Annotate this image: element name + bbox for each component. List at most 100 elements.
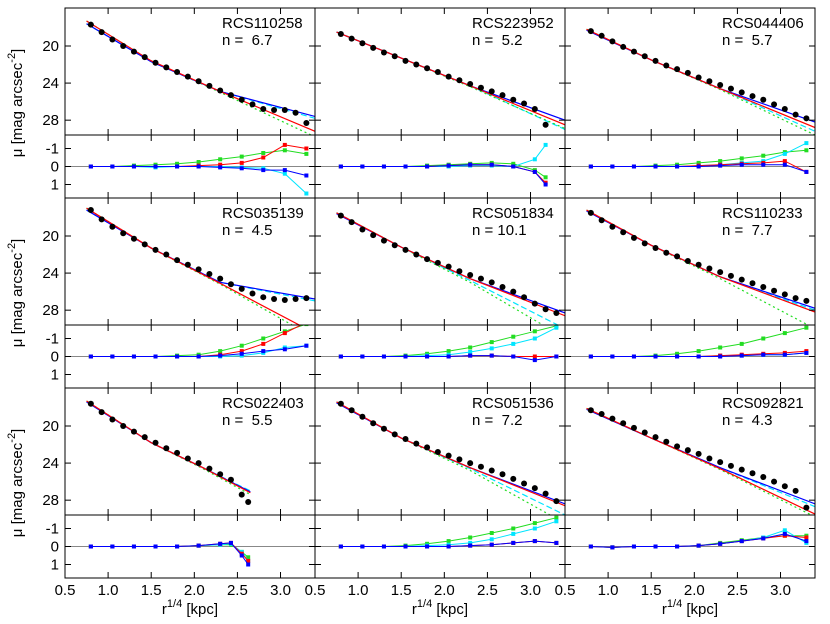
- residual-point: [218, 165, 223, 170]
- residual-point: [718, 541, 723, 546]
- residual-point: [468, 353, 473, 358]
- residual-point: [239, 166, 244, 171]
- residual-point: [782, 528, 787, 533]
- residual-point: [543, 175, 548, 180]
- panel-title: RCS051536: [472, 395, 554, 412]
- residual-point: [804, 535, 809, 540]
- residual-point: [239, 351, 244, 356]
- panel-title: RCS223952: [472, 15, 554, 32]
- data-point: [152, 59, 159, 66]
- residual-point: [489, 353, 494, 358]
- residual-point: [381, 164, 386, 169]
- residual-point: [588, 354, 593, 359]
- residual-point: [468, 543, 473, 548]
- x-axis-label: r1/4 [kpc]: [412, 598, 468, 618]
- data-point: [620, 420, 627, 427]
- data-point: [706, 455, 713, 462]
- residual-point: [425, 354, 430, 359]
- data-point: [521, 294, 528, 301]
- residual-point: [804, 350, 809, 355]
- data-point: [531, 300, 538, 307]
- residual-point: [282, 171, 287, 176]
- data-point: [521, 480, 528, 487]
- residual-point: [532, 329, 537, 334]
- residual-point: [131, 544, 136, 549]
- residual-point: [360, 164, 365, 169]
- x-axis-label-base: r: [662, 601, 667, 618]
- residual-point: [511, 164, 516, 169]
- model-line: [336, 401, 552, 515]
- data-point: [499, 92, 506, 99]
- model-line: [86, 23, 315, 119]
- residual-point: [532, 521, 537, 526]
- residual-line: [90, 325, 306, 357]
- residual-point: [543, 182, 548, 187]
- x-tick-label: 1.5: [641, 582, 662, 599]
- data-point: [249, 101, 256, 108]
- data-point: [749, 280, 756, 287]
- residual-point: [653, 544, 658, 549]
- data-point: [771, 101, 778, 108]
- model-line: [86, 20, 315, 132]
- residual-point: [239, 553, 244, 558]
- data-point: [238, 96, 245, 103]
- residual-point: [88, 354, 93, 359]
- data-point: [292, 109, 299, 116]
- residual-point: [489, 340, 494, 345]
- residual-point: [532, 358, 537, 363]
- data-point: [359, 40, 366, 47]
- data-point: [174, 449, 181, 456]
- model-line: [86, 20, 313, 135]
- data-point: [630, 234, 637, 241]
- data-point: [238, 491, 245, 498]
- residual-point: [261, 341, 266, 346]
- panel-title: RCS044406: [722, 15, 804, 32]
- data-point: [542, 121, 549, 128]
- residual-point: [425, 164, 430, 169]
- y-axis-label-rest: ]: [9, 429, 26, 433]
- residual-point: [360, 354, 365, 359]
- residual-line: [90, 542, 249, 565]
- residual-point: [261, 151, 266, 155]
- model-line: [586, 209, 810, 325]
- residual-point: [610, 164, 615, 169]
- residual-point: [675, 351, 680, 356]
- residual-point: [554, 540, 559, 545]
- data-point: [380, 49, 387, 56]
- model-line: [336, 212, 560, 325]
- data-point: [488, 467, 495, 474]
- data-point: [141, 434, 148, 441]
- panel-title: RCS110233: [722, 205, 803, 222]
- panel-subtitle: n = 7.2: [472, 412, 522, 429]
- residual-point: [110, 164, 115, 169]
- data-point: [206, 271, 213, 278]
- data-point: [227, 92, 234, 99]
- data-point: [337, 400, 344, 407]
- residual-point: [282, 331, 287, 336]
- data-point: [141, 241, 148, 248]
- residual-point: [782, 531, 787, 536]
- data-point: [98, 409, 105, 416]
- residual-point: [403, 354, 408, 359]
- data-point: [109, 416, 116, 423]
- data-point: [663, 438, 670, 445]
- residual-point: [554, 354, 559, 359]
- y-tick-label: 20: [42, 418, 59, 435]
- residual-point: [739, 162, 744, 167]
- data-point: [195, 266, 202, 273]
- residual-point: [403, 544, 408, 549]
- residual-point: [804, 169, 809, 174]
- x-tick-label: 3.0: [520, 582, 541, 599]
- residual-point: [381, 544, 386, 549]
- data-point: [348, 219, 355, 226]
- data-point: [531, 106, 538, 113]
- res-y-tick-label: -1: [46, 331, 59, 348]
- y-axis-label-sup: -2: [6, 433, 18, 443]
- residual-point: [239, 154, 244, 159]
- residual-point: [282, 142, 287, 147]
- data-point: [542, 306, 549, 313]
- data-point: [337, 30, 344, 37]
- residual-point: [511, 354, 516, 359]
- residual-point: [804, 325, 809, 330]
